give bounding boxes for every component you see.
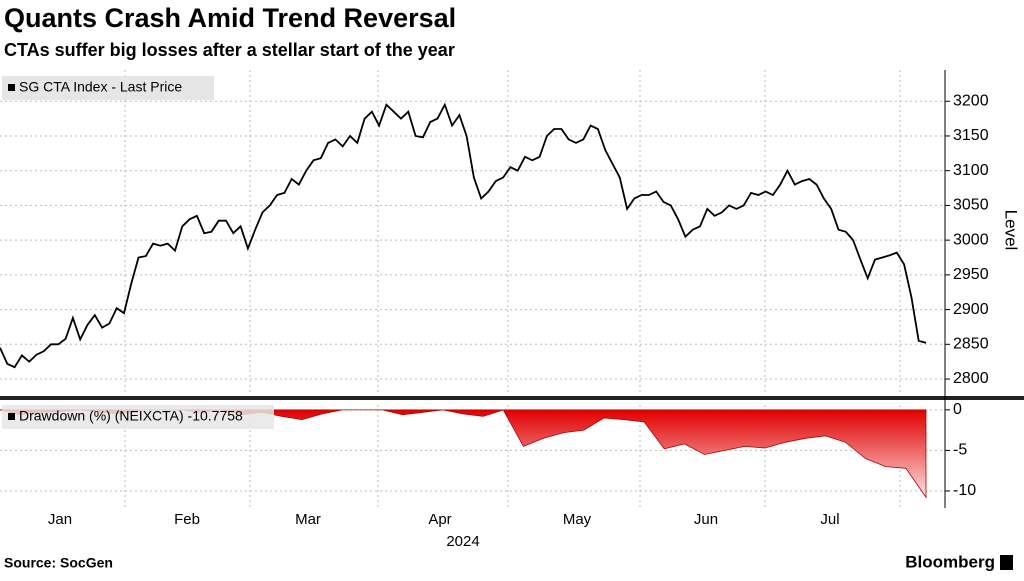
x-tick-label: Apr [428,511,451,528]
brand-icon [1000,555,1013,570]
y-tick-label: 2950 [953,266,989,283]
y-tick-label: 2800 [953,370,989,387]
y-tick-label: 3200 [953,92,989,109]
legend-swatch [8,413,15,420]
y-tick-label: 3000 [953,231,989,248]
legend-box [2,76,214,100]
x-tick-label: Jul [820,511,839,528]
legend-swatch [8,84,15,91]
year-label: 2024 [446,533,479,550]
y-tick-label: 3100 [953,162,989,179]
legend-label: SG CTA Index - Last Price [19,79,182,95]
y-tick-label: 3150 [953,127,989,144]
y-tick-label: 0 [953,401,962,418]
legend-box [2,405,274,429]
y-axis-label: Level [1002,210,1021,251]
title: Quants Crash Amid Trend Reversal [4,3,456,33]
y-tick-label: 2850 [953,336,989,353]
x-tick-label: May [563,511,592,528]
y-tick-label: 3050 [953,197,989,214]
x-tick-label: Mar [295,511,321,528]
source: Source: SocGen [4,555,113,571]
x-tick-label: Jun [694,511,718,528]
legend-label: Drawdown (%) (NEIXCTA) -10.7758 [19,408,243,424]
y-tick-label: -5 [953,442,967,459]
x-tick-label: Feb [174,511,200,528]
line-series [0,102,927,369]
y-tick-label: 2900 [953,301,989,318]
brand: Bloomberg [905,552,995,571]
subtitle: CTAs suffer big losses after a stellar s… [4,40,455,60]
x-tick-label: Jan [48,511,72,528]
y-tick-label: -10 [953,482,976,499]
